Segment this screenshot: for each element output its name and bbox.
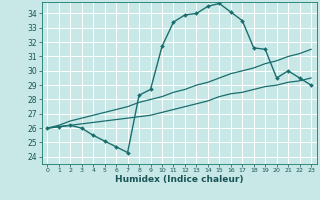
X-axis label: Humidex (Indice chaleur): Humidex (Indice chaleur) [115,175,244,184]
